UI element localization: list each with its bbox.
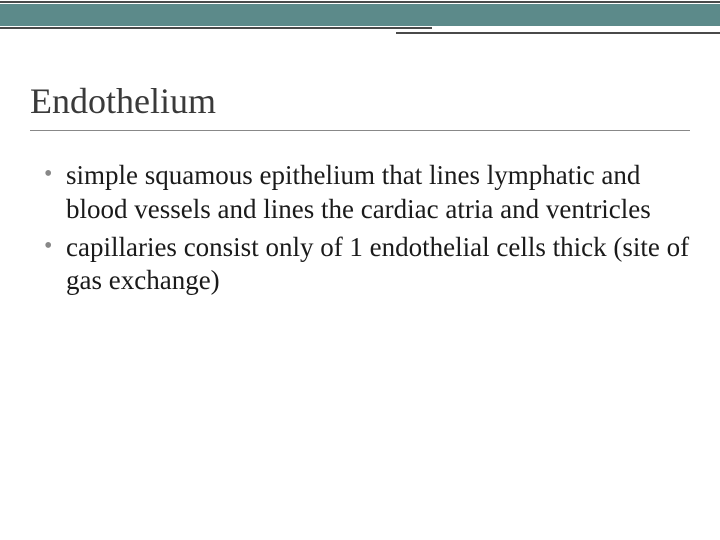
header-line-top (0, 1, 720, 3)
decorative-header-bar (0, 0, 720, 36)
bullet-list: simple squamous epithelium that lines ly… (30, 159, 690, 298)
bullet-item: capillaries consist only of 1 endothelia… (44, 231, 690, 299)
header-line-mid (0, 27, 432, 29)
title-underline (30, 130, 690, 131)
bullet-item: simple squamous epithelium that lines ly… (44, 159, 690, 227)
slide-title: Endothelium (30, 80, 690, 122)
slide-content: Endothelium simple squamous epithelium t… (30, 80, 690, 302)
header-line-bottom (396, 32, 720, 34)
header-teal-band (0, 4, 720, 26)
